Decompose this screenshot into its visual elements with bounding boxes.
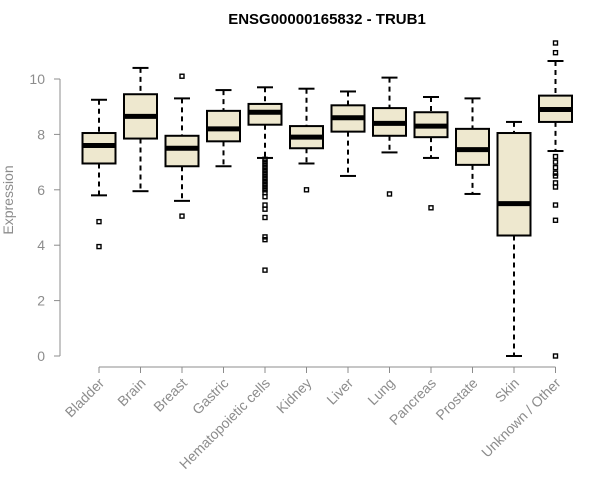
outlier-point — [262, 176, 268, 182]
outlier-point — [262, 178, 268, 185]
outlier-point — [262, 167, 268, 174]
x-tick-label: Breast — [150, 375, 190, 415]
outlier-point — [262, 267, 268, 273]
outlier-point — [428, 205, 434, 211]
outlier-point — [179, 213, 185, 219]
outlier-point — [552, 217, 559, 223]
outlier-point — [552, 180, 559, 186]
y-axis-label: Expression — [0, 165, 16, 234]
x-tick-label: Kidney — [273, 375, 315, 417]
outlier-point — [386, 191, 393, 197]
box-group — [247, 86, 283, 273]
outlier-point — [262, 164, 268, 171]
outlier-point — [552, 202, 559, 208]
box-group — [289, 87, 324, 193]
outlier-point — [262, 187, 268, 193]
outlier-point — [96, 243, 102, 250]
iqr-box — [455, 127, 490, 166]
outlier-point — [552, 173, 559, 179]
x-tick-label: Prostate — [432, 375, 480, 423]
box-group — [413, 96, 449, 211]
outlier-point — [552, 184, 559, 190]
chart-title: ENSG00000165832 - TRUB1 — [228, 11, 426, 28]
outlier-point — [262, 156, 268, 163]
outlier-point — [262, 234, 268, 240]
y-tick-label: 2 — [37, 293, 45, 309]
outlier-point — [262, 170, 268, 176]
outlier-point — [552, 164, 559, 171]
outlier-point — [552, 40, 559, 46]
x-tick-label: Bladder — [62, 375, 108, 421]
outlier-point — [262, 159, 268, 165]
outlier-point — [96, 218, 102, 225]
box-series — [81, 40, 573, 359]
box-group — [538, 40, 573, 359]
box-group — [81, 98, 117, 250]
outlier-point — [552, 49, 559, 56]
outlier-point — [262, 162, 268, 168]
y-tick-label: 0 — [37, 348, 45, 364]
outlier-point — [552, 153, 559, 160]
y-tick-label: 6 — [37, 182, 45, 198]
box-group — [164, 73, 200, 219]
x-tick-label: Unknown / Other — [478, 375, 564, 461]
x-tick-label: Liver — [323, 375, 356, 408]
outlier-point — [179, 73, 185, 79]
box-group — [123, 66, 158, 193]
iqr-box — [496, 132, 532, 237]
outlier-point — [262, 206, 268, 212]
box-group — [455, 97, 490, 195]
box-group — [496, 120, 532, 357]
box-group — [206, 89, 241, 168]
box-group — [330, 90, 366, 177]
y-tick-label: 4 — [37, 237, 45, 253]
outlier-point — [303, 187, 310, 193]
outlier-point — [262, 173, 268, 179]
y-axis: 0 2 4 6 8 10 — [29, 71, 61, 364]
x-tick-label: Lung — [364, 375, 397, 408]
iqr-box — [81, 132, 117, 165]
y-tick-label: 10 — [29, 71, 45, 87]
outlier-point — [262, 214, 268, 221]
outlier-point — [262, 202, 268, 208]
box-group — [372, 76, 407, 197]
outlier-point — [552, 159, 559, 165]
outlier-point — [262, 189, 268, 196]
x-tick-label: Brain — [114, 375, 148, 409]
x-tick-label: Skin — [492, 375, 523, 406]
y-tick-label: 8 — [37, 126, 45, 142]
outlier-point — [262, 236, 268, 243]
iqr-box — [206, 109, 241, 143]
iqr-box — [164, 134, 200, 168]
outlier-point — [262, 194, 268, 200]
outlier-point — [552, 353, 559, 359]
outlier-point — [262, 181, 268, 187]
outlier-point — [552, 170, 559, 176]
outlier-point — [262, 184, 268, 190]
